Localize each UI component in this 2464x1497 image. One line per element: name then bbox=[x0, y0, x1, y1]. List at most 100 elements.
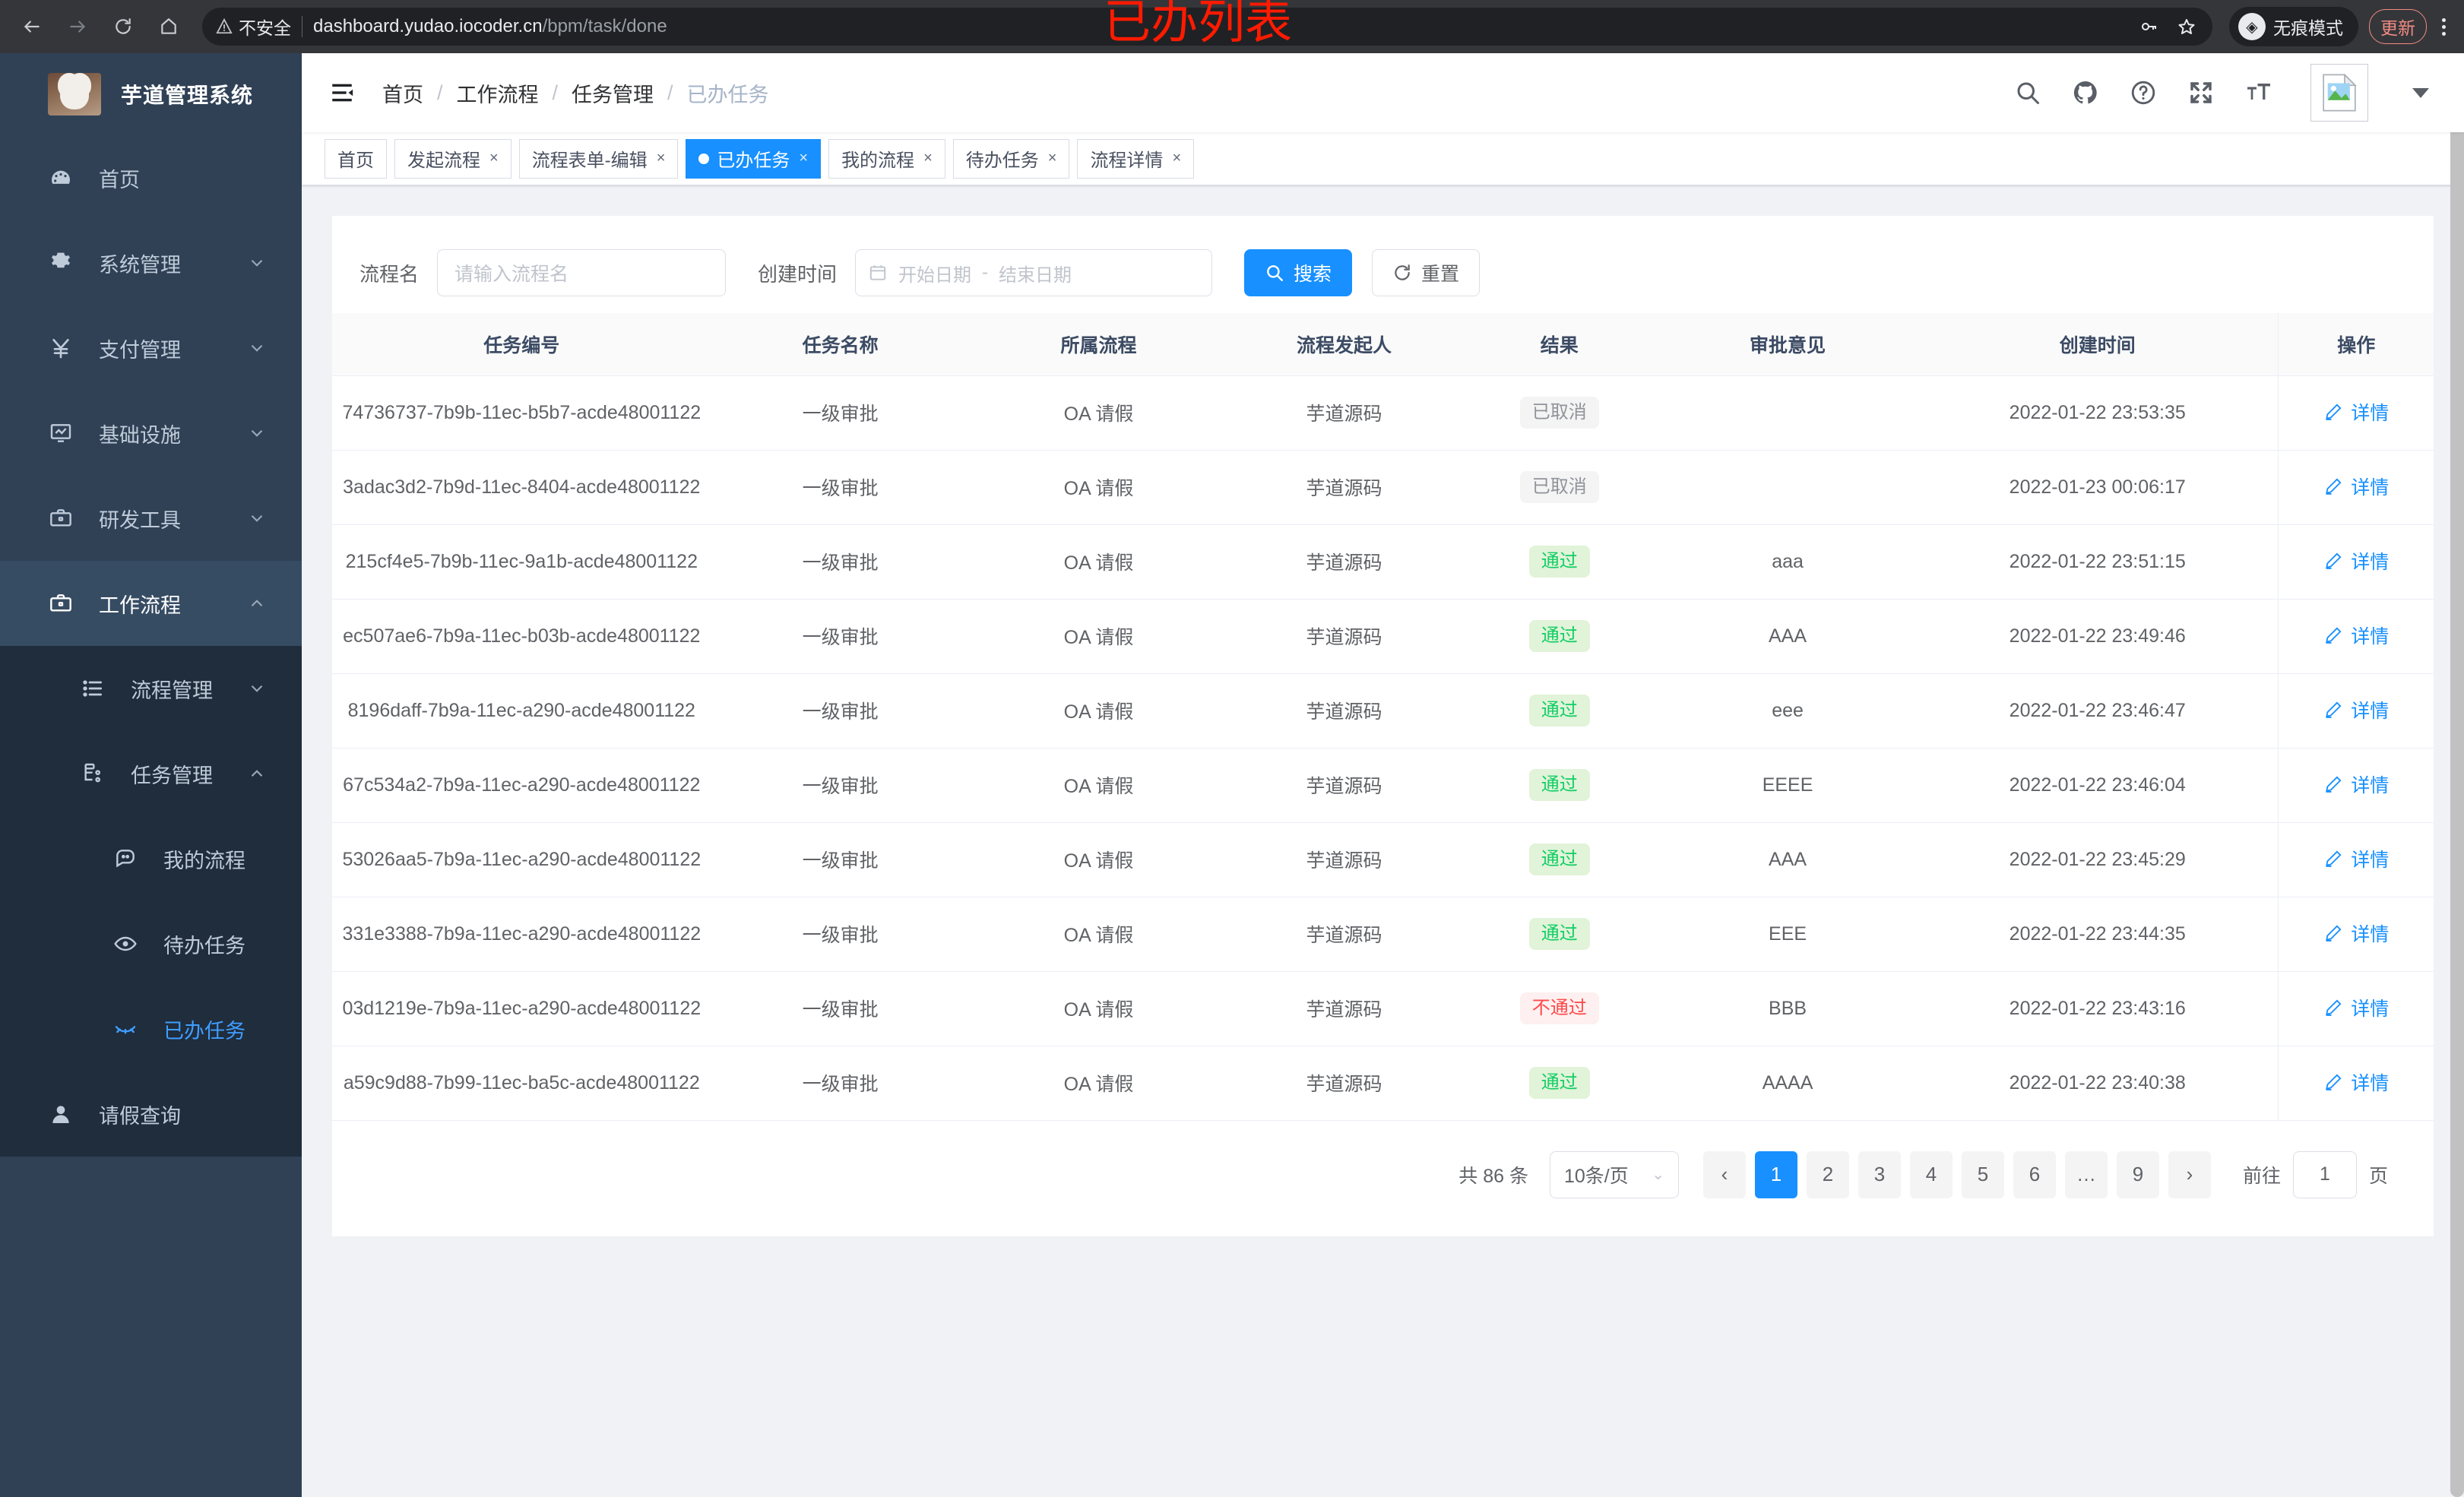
sidebar-item-payment[interactable]: 支付管理 bbox=[0, 305, 302, 391]
detail-label: 详情 bbox=[2351, 924, 2390, 945]
cell-create-time: 2022-01-22 23:46:47 bbox=[1917, 673, 2279, 748]
back-button[interactable] bbox=[11, 5, 53, 48]
tab-close-icon[interactable]: × bbox=[656, 150, 666, 166]
update-button[interactable]: 更新 bbox=[2369, 9, 2427, 44]
breadcrumb-item-home[interactable]: 首页 bbox=[382, 83, 423, 106]
sidebar-item-todo-tasks[interactable]: 待办任务 bbox=[0, 901, 302, 986]
page-scrollbar[interactable] bbox=[2450, 53, 2464, 1497]
tab-close-icon[interactable]: × bbox=[1047, 150, 1057, 166]
pagination-total: 共 86 条 bbox=[1458, 1165, 1528, 1187]
sidebar-item-task-management[interactable]: 任务管理 bbox=[0, 731, 302, 816]
tab-my-process[interactable]: 我的流程 × bbox=[828, 138, 945, 179]
sidebar-logo[interactable]: 芋道管理系统 bbox=[0, 53, 302, 135]
reload-button[interactable] bbox=[102, 5, 144, 48]
breadcrumb-item-task-management[interactable]: 任务管理 bbox=[572, 83, 654, 106]
tab-close-icon[interactable]: × bbox=[1172, 150, 1182, 166]
chevron-up-icon bbox=[251, 600, 263, 607]
pagination-page-3[interactable]: 3 bbox=[1858, 1150, 1901, 1198]
chevron-down-icon[interactable] bbox=[2412, 87, 2429, 98]
tab-start-process[interactable]: 发起流程 × bbox=[394, 138, 511, 179]
tab-process-detail[interactable]: 流程详情 × bbox=[1077, 138, 1195, 179]
process-name-input[interactable]: 请输入流程名 bbox=[437, 249, 727, 296]
detail-button[interactable]: 详情 bbox=[2323, 845, 2389, 872]
pagination-page-4[interactable]: 4 bbox=[1909, 1150, 1953, 1198]
detail-button[interactable]: 详情 bbox=[2323, 398, 2389, 426]
detail-button[interactable]: 详情 bbox=[2323, 696, 2389, 723]
page-size-select[interactable]: 10条/页 ⌄ bbox=[1549, 1150, 1679, 1198]
cell-process: OA 请假 bbox=[969, 971, 1228, 1046]
column-header-task-id: 任务编号 bbox=[332, 313, 711, 376]
main-area: 首页 / 工作流程 / 任务管理 / 已办任务 bbox=[302, 53, 2464, 1497]
cell-operation: 详情 bbox=[2278, 822, 2434, 897]
font-size-icon[interactable] bbox=[2244, 78, 2274, 108]
pagination-page-1[interactable]: 1 bbox=[1754, 1150, 1797, 1198]
cell-process: OA 请假 bbox=[969, 1046, 1228, 1121]
detail-button[interactable]: 详情 bbox=[2323, 622, 2389, 649]
table-header-row: 任务编号 任务名称 所属流程 流程发起人 结果 审批意见 创建时间 操作 bbox=[332, 313, 2434, 376]
incognito-icon: ◈ bbox=[2238, 13, 2266, 40]
sidebar-item-my-process[interactable]: 我的流程 bbox=[0, 816, 302, 901]
pagination-page-5[interactable]: 5 bbox=[1961, 1150, 2004, 1198]
scrollbar-thumb[interactable] bbox=[2450, 53, 2464, 1497]
table-row: 53026aa5-7b9a-11ec-a290-acde48001122 一级审批… bbox=[332, 822, 2434, 897]
reset-button[interactable]: 重置 bbox=[1372, 249, 1481, 296]
sidebar-item-home[interactable]: 首页 bbox=[0, 135, 302, 220]
tab-close-icon[interactable]: × bbox=[489, 150, 499, 166]
pagination-page-9[interactable]: 9 bbox=[2116, 1150, 2159, 1198]
security-label: 不安全 bbox=[239, 18, 291, 38]
kebab-menu-icon[interactable] bbox=[2437, 17, 2450, 36]
detail-label: 详情 bbox=[2351, 477, 2390, 498]
pagination-page-6[interactable]: 6 bbox=[2013, 1150, 2056, 1198]
incognito-indicator[interactable]: ◈ 无痕模式 bbox=[2229, 7, 2358, 46]
pagination-ellipsis[interactable]: … bbox=[2064, 1150, 2108, 1198]
search-icon[interactable] bbox=[2013, 78, 2043, 108]
search-button[interactable]: 搜索 bbox=[1244, 249, 1353, 296]
star-icon[interactable] bbox=[2177, 17, 2196, 36]
detail-label: 详情 bbox=[2351, 701, 2390, 722]
sidebar-item-label: 请假查询 bbox=[99, 1104, 181, 1128]
tab-close-icon[interactable]: × bbox=[923, 150, 933, 166]
detail-button[interactable]: 详情 bbox=[2323, 994, 2389, 1021]
create-time-range-picker[interactable]: 开始日期 - 结束日期 bbox=[855, 249, 1213, 296]
sidebar-item-infrastructure[interactable]: 基础设施 bbox=[0, 391, 302, 476]
detail-button[interactable]: 详情 bbox=[2323, 1068, 2389, 1096]
sidebar-item-system[interactable]: 系统管理 bbox=[0, 220, 302, 305]
sidebar-item-workflow[interactable]: 工作流程 bbox=[0, 561, 302, 646]
briefcase-icon bbox=[48, 505, 74, 531]
address-bar[interactable]: 不安全 dashboard.yudao.iocoder.cn /bpm/task… bbox=[202, 8, 2212, 46]
key-icon[interactable] bbox=[2139, 17, 2158, 36]
tab-home[interactable]: 首页 bbox=[325, 138, 387, 179]
tab-label: 流程表单-编辑 bbox=[531, 150, 648, 171]
pagination-prev[interactable]: ‹ bbox=[1702, 1150, 1746, 1198]
edit-icon bbox=[2326, 999, 2342, 1016]
sidebar-item-done-tasks[interactable]: 已办任务 bbox=[0, 986, 302, 1071]
sidebar-item-leave-query[interactable]: 请假查询 bbox=[0, 1071, 302, 1157]
avatar[interactable] bbox=[2310, 64, 2368, 122]
home-button[interactable] bbox=[147, 5, 190, 48]
detail-button[interactable]: 详情 bbox=[2323, 473, 2389, 500]
hamburger-icon[interactable] bbox=[328, 78, 356, 107]
jump-page-input[interactable]: 1 bbox=[2292, 1150, 2357, 1198]
detail-button[interactable]: 详情 bbox=[2323, 771, 2389, 798]
detail-button[interactable]: 详情 bbox=[2323, 547, 2389, 574]
help-icon[interactable] bbox=[2128, 78, 2158, 108]
tree-icon bbox=[80, 761, 106, 786]
breadcrumb-item-workflow[interactable]: 工作流程 bbox=[456, 83, 539, 106]
tab-done-tasks[interactable]: 已办任务 × bbox=[686, 138, 822, 179]
tab-process-form-edit[interactable]: 流程表单-编辑 × bbox=[518, 138, 679, 179]
tab-close-icon[interactable]: × bbox=[799, 150, 809, 166]
sidebar-item-process-management[interactable]: 流程管理 bbox=[0, 646, 302, 731]
chat-icon bbox=[112, 846, 138, 872]
github-icon[interactable] bbox=[2070, 78, 2101, 108]
fullscreen-icon[interactable] bbox=[2186, 78, 2216, 108]
forward-button[interactable] bbox=[56, 5, 99, 48]
cell-starter: 芋道源码 bbox=[1227, 822, 1461, 897]
navbar-actions bbox=[2013, 64, 2429, 122]
tab-label: 待办任务 bbox=[965, 150, 1039, 171]
tab-todo-tasks[interactable]: 待办任务 × bbox=[952, 138, 1070, 179]
sidebar-item-devtools[interactable]: 研发工具 bbox=[0, 476, 302, 561]
detail-button[interactable]: 详情 bbox=[2323, 919, 2389, 947]
pagination-page-2[interactable]: 2 bbox=[1806, 1150, 1849, 1198]
pagination-next[interactable]: › bbox=[2168, 1150, 2211, 1198]
cell-operation: 详情 bbox=[2278, 599, 2434, 674]
